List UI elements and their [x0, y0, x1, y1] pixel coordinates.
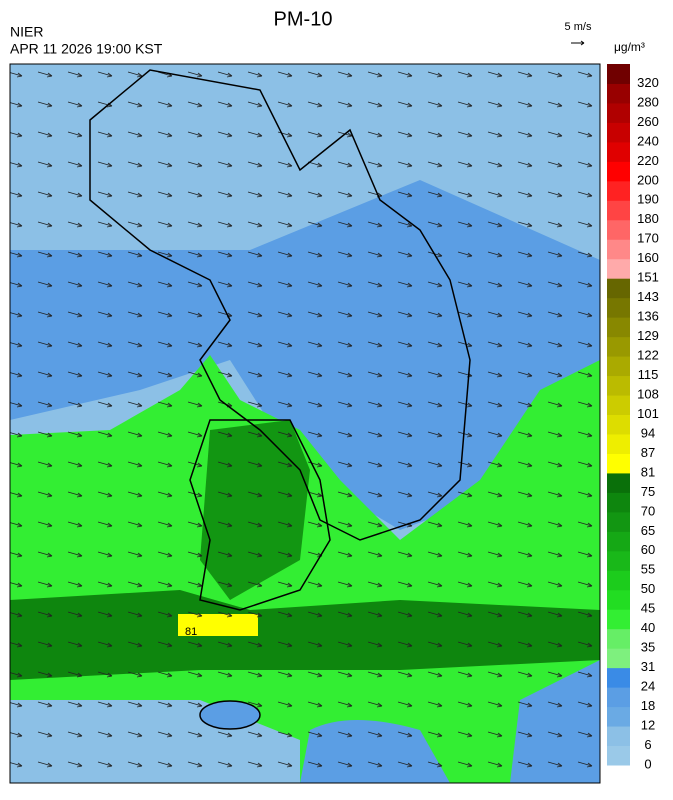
- colorbar-segment: [607, 453, 630, 474]
- colorbar-unit: μg/m³: [614, 40, 645, 54]
- colorbar-segment: [607, 550, 630, 571]
- colorbar-segment: [607, 511, 630, 532]
- colorbar-segment: [607, 628, 630, 649]
- colorbar-segment: [607, 64, 630, 84]
- colorbar-segment: [607, 375, 630, 396]
- map: 81: [10, 64, 600, 783]
- colorbar-label: 143: [637, 289, 659, 304]
- agency: NIER: [10, 24, 43, 40]
- colorbar-label: 65: [641, 523, 655, 538]
- colorbar-segment: [607, 706, 630, 727]
- colorbar-segment: [607, 219, 630, 240]
- title: PM-10: [274, 8, 333, 30]
- wind-arrows: [10, 64, 600, 783]
- colorbar-label: 45: [641, 601, 655, 616]
- colorbar-segment: [607, 433, 630, 454]
- colorbar-segment: [607, 609, 630, 630]
- colorbar-segment: [607, 356, 630, 377]
- colorbar-label: 200: [637, 172, 659, 187]
- colorbar-segment: [607, 102, 630, 123]
- colorbar-segment: [607, 122, 630, 143]
- colorbar-label: 81: [641, 464, 655, 479]
- colorbar-label: 70: [641, 503, 655, 518]
- colorbar-label: 50: [641, 581, 655, 596]
- colorbar-label: 180: [637, 211, 659, 226]
- colorbar-segment: [607, 200, 630, 221]
- colorbar-segment: [607, 745, 630, 766]
- colorbar-segment: [607, 395, 630, 415]
- colorbar-label: 94: [641, 425, 655, 440]
- colorbar-label: 18: [641, 698, 655, 713]
- colorbar-segment: [607, 161, 630, 182]
- colorbar-segment: [607, 648, 630, 669]
- colorbar-label: 24: [641, 679, 655, 694]
- colorbar-segment: [607, 570, 630, 591]
- contour-label: 81: [185, 626, 197, 638]
- colorbar-label: 6: [644, 737, 651, 752]
- colorbar-label: 160: [637, 250, 659, 265]
- colorbar-label: 101: [637, 406, 659, 421]
- colorbar-segment: [607, 492, 630, 513]
- colorbar-label: 35: [641, 640, 655, 655]
- colorbar-segment: [607, 258, 630, 279]
- colorbar-segment: [607, 297, 630, 318]
- colorbar-label: 55: [641, 562, 655, 577]
- colorbar-segment: [607, 317, 630, 338]
- colorbar: 0 6 12 18 24 31 35 40 45 50 55 60 65 70 75 81 87 94 101 108…: [607, 64, 659, 771]
- coastline: [89, 69, 471, 541]
- colorbar-segment: [607, 531, 630, 552]
- colorbar-label: 31: [641, 659, 655, 674]
- datetime: APR 11 2026 19:00 KST: [10, 41, 163, 57]
- colorbar-segment: [607, 83, 630, 104]
- colorbar-label: 122: [637, 348, 659, 363]
- colorbar-segment: [607, 687, 630, 708]
- colorbar-segment: [607, 667, 630, 688]
- colorbar-label: 129: [637, 328, 659, 343]
- map-frame: [9, 63, 601, 784]
- colorbar-label: 75: [641, 484, 655, 499]
- island: [199, 700, 261, 730]
- colorbar-segment: [607, 589, 630, 610]
- colorbar-segment: [607, 278, 630, 299]
- colorbar-label: 170: [637, 231, 659, 246]
- colorbar-segment: [607, 336, 630, 357]
- colorbar-label: 220: [637, 153, 659, 168]
- colorbar-label: 60: [641, 542, 655, 557]
- colorbar-label: 320: [637, 75, 659, 90]
- colorbar-label: 260: [637, 114, 659, 129]
- colorbar-segment: [607, 239, 630, 260]
- colorbar-label: 115: [638, 367, 659, 382]
- colorbar-label: 190: [637, 192, 659, 207]
- colorbar-label: 240: [637, 133, 659, 148]
- colorbar-label: 12: [641, 717, 655, 732]
- colorbar-label: 0: [644, 756, 651, 771]
- colorbar-label: 151: [637, 270, 659, 285]
- colorbar-segment: [607, 726, 630, 747]
- colorbar-segment: [607, 180, 630, 201]
- colorbar-label: 40: [641, 620, 655, 635]
- colorbar-label: 108: [637, 386, 659, 401]
- wind-scale-label: 5 m/s: [565, 21, 592, 33]
- colorbar-segment: [607, 414, 630, 435]
- colorbar-label: 87: [641, 445, 655, 460]
- wind-scale-arrow: [571, 40, 585, 46]
- colorbar-segment: [607, 472, 630, 493]
- coastline-south: [189, 419, 331, 611]
- colorbar-label: 136: [637, 309, 659, 324]
- colorbar-segment: [607, 141, 630, 162]
- colorbar-label: 280: [637, 94, 659, 109]
